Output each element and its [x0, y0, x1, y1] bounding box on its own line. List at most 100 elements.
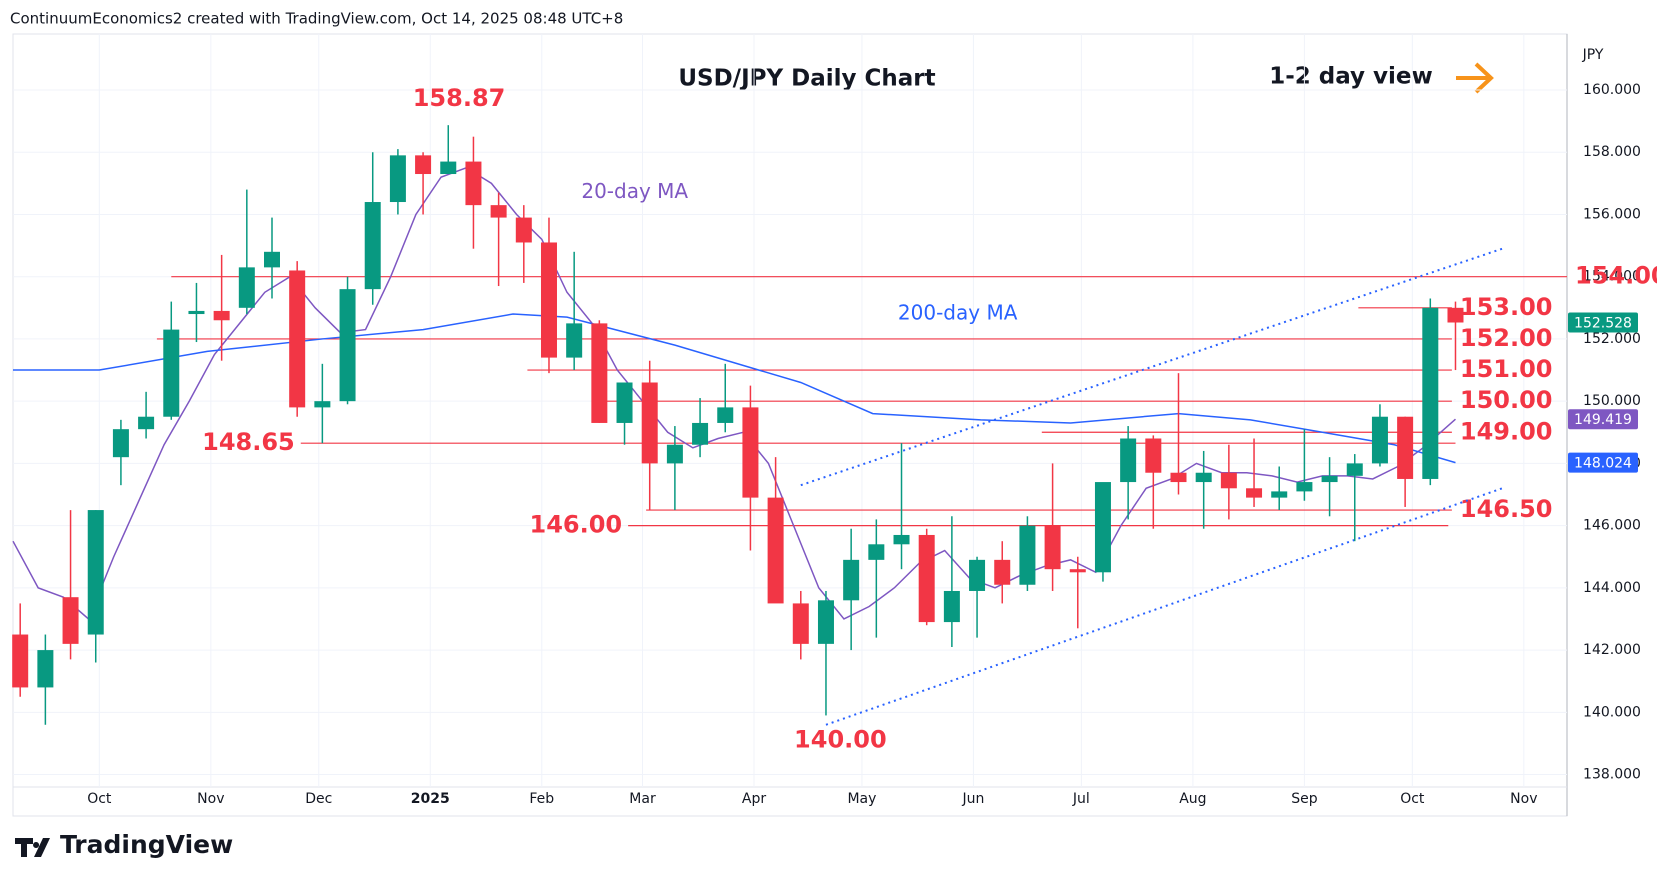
candle-body — [1271, 491, 1288, 498]
candle-body — [37, 650, 54, 688]
candle-body — [1422, 307, 1439, 479]
x-tick-label: Jul — [1072, 791, 1090, 807]
level-label: 151.00 — [1460, 355, 1553, 383]
candle-body — [817, 600, 834, 644]
price-tag — [1568, 409, 1638, 430]
candle-body — [591, 323, 608, 423]
x-tick-label: Aug — [1179, 791, 1206, 807]
candle-body — [868, 544, 885, 560]
candle-body — [843, 559, 860, 601]
price-tag-label: 152.528 — [1574, 316, 1632, 332]
x-tick-label: Nov — [197, 791, 224, 807]
candle-body — [62, 597, 79, 644]
candle-body — [692, 422, 709, 445]
y-tick-label: 144.000 — [1583, 580, 1641, 596]
candle-body — [566, 323, 583, 358]
candle-body — [1346, 463, 1363, 476]
price-tag-label: 149.419 — [1574, 412, 1632, 428]
x-tick-label: Sep — [1291, 791, 1318, 807]
candle-body — [717, 407, 734, 423]
candle-body — [515, 217, 532, 243]
price-tag — [1568, 312, 1638, 333]
candle-body — [138, 416, 155, 430]
candle-body — [1321, 475, 1338, 483]
level-label: 146.00 — [530, 511, 623, 539]
candle-body — [1246, 488, 1263, 498]
x-tick-label: Dec — [305, 791, 332, 807]
ma-label: 200-day MA — [898, 301, 1018, 325]
candle-body — [893, 534, 910, 545]
candle-body — [1170, 472, 1187, 483]
x-tick-label: May — [847, 791, 876, 807]
candle-body — [1195, 472, 1212, 483]
candle-body — [163, 329, 180, 417]
candle-body — [112, 429, 129, 458]
candle-body — [490, 205, 507, 218]
price-tag-label: 148.024 — [1574, 456, 1632, 472]
x-tick-label: Jun — [962, 791, 985, 807]
y-tick-label: 154.000 — [1583, 269, 1641, 285]
y-tick-label: 160.000 — [1583, 82, 1641, 98]
level-label: 146.50 — [1460, 495, 1553, 523]
candle-body — [1397, 416, 1414, 479]
candle-body — [1120, 438, 1137, 483]
y-tick-label: 158.000 — [1583, 144, 1641, 160]
moving-average — [13, 313, 1456, 464]
price-label: 140.00 — [794, 725, 887, 753]
x-tick-label: Oct — [87, 791, 112, 807]
candle-body — [314, 401, 331, 408]
candle-body — [389, 155, 406, 203]
candle-body — [666, 444, 683, 464]
candle-body — [641, 382, 658, 464]
candle-body — [540, 242, 557, 358]
frame — [12, 33, 1568, 817]
candle-body — [1220, 472, 1237, 489]
y-tick-label: 142.000 — [1583, 642, 1641, 658]
moving-average — [12, 166, 1456, 621]
price-tag — [1568, 452, 1638, 473]
price-label: 158.87 — [413, 84, 506, 112]
candle-body — [264, 251, 280, 268]
ma-label: 20-day MA — [581, 179, 688, 203]
candle-body — [918, 534, 935, 623]
level-label: 152.00 — [1460, 324, 1553, 352]
candle-body — [12, 634, 29, 688]
arrow-icon — [1456, 62, 1494, 94]
x-tick-label: Nov — [1510, 791, 1537, 807]
y-tick-label: 138.000 — [1583, 767, 1641, 783]
level-label: 154.00 — [1575, 262, 1657, 290]
candle-body — [742, 407, 759, 498]
x-tick-label: 2025 — [411, 791, 450, 807]
candle-body — [1296, 482, 1313, 492]
y-tick-label: 140.000 — [1583, 704, 1641, 720]
brand: TradingView — [60, 830, 233, 859]
candle-body — [364, 202, 381, 290]
candle-body — [465, 161, 482, 206]
candle-body — [943, 590, 960, 623]
x-tick-label: Oct — [1400, 791, 1425, 807]
level-label: 150.00 — [1460, 386, 1553, 414]
candle-body — [213, 310, 230, 321]
candle-body — [188, 310, 205, 315]
candle-body — [415, 155, 432, 175]
candle-body — [792, 603, 809, 644]
y-tick-label: 146.000 — [1583, 518, 1641, 534]
chart-subtitle: 1-2 day view — [1269, 64, 1433, 90]
x-tick-label: Feb — [529, 791, 554, 807]
candle-body — [1019, 525, 1036, 585]
candle-body — [1145, 438, 1162, 473]
candle-body — [339, 289, 356, 402]
candle-body — [1044, 525, 1061, 570]
x-tick-label: Mar — [629, 791, 656, 807]
y-tick-label: 150.000 — [1583, 393, 1641, 409]
candle-body — [1447, 307, 1464, 323]
candle-body — [1069, 569, 1086, 573]
level-label: 149.00 — [1460, 417, 1553, 445]
candle-body — [289, 270, 306, 408]
candle-body — [767, 497, 784, 604]
candle-body — [969, 559, 986, 591]
chart-title: USD/JPY Daily Chart — [678, 66, 935, 92]
level-label: 153.00 — [1460, 293, 1553, 321]
header: ContinuumEconomics2 created with Trading… — [10, 10, 623, 28]
